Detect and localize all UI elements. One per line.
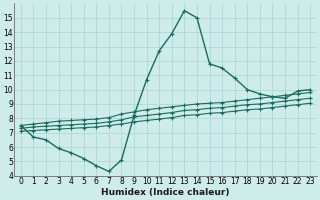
X-axis label: Humidex (Indice chaleur): Humidex (Indice chaleur) [101,188,230,197]
